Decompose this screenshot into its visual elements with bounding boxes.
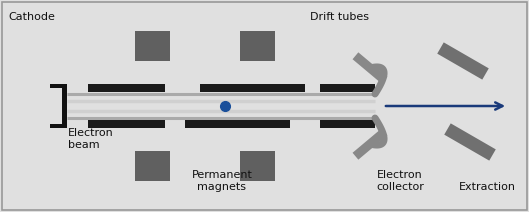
- Polygon shape: [352, 52, 387, 84]
- Bar: [50, 124, 62, 128]
- Bar: [320, 120, 375, 128]
- Text: Electron
collector: Electron collector: [376, 170, 424, 192]
- Text: Drift tubes: Drift tubes: [310, 12, 369, 22]
- Bar: [185, 120, 290, 128]
- Text: Permanent
magnets: Permanent magnets: [191, 170, 252, 192]
- Bar: [135, 151, 170, 181]
- Bar: [200, 84, 305, 92]
- Polygon shape: [444, 123, 496, 161]
- Bar: [240, 31, 275, 61]
- Bar: [135, 31, 170, 61]
- Text: Cathode: Cathode: [8, 12, 55, 22]
- Polygon shape: [437, 42, 489, 80]
- Bar: [50, 84, 62, 88]
- Bar: [88, 120, 165, 128]
- Polygon shape: [352, 128, 387, 160]
- Bar: [62, 84, 67, 128]
- Bar: [320, 84, 375, 92]
- Text: Electron
beam: Electron beam: [68, 128, 114, 150]
- Bar: [88, 84, 165, 92]
- Text: Extraction: Extraction: [459, 182, 515, 192]
- Bar: [240, 151, 275, 181]
